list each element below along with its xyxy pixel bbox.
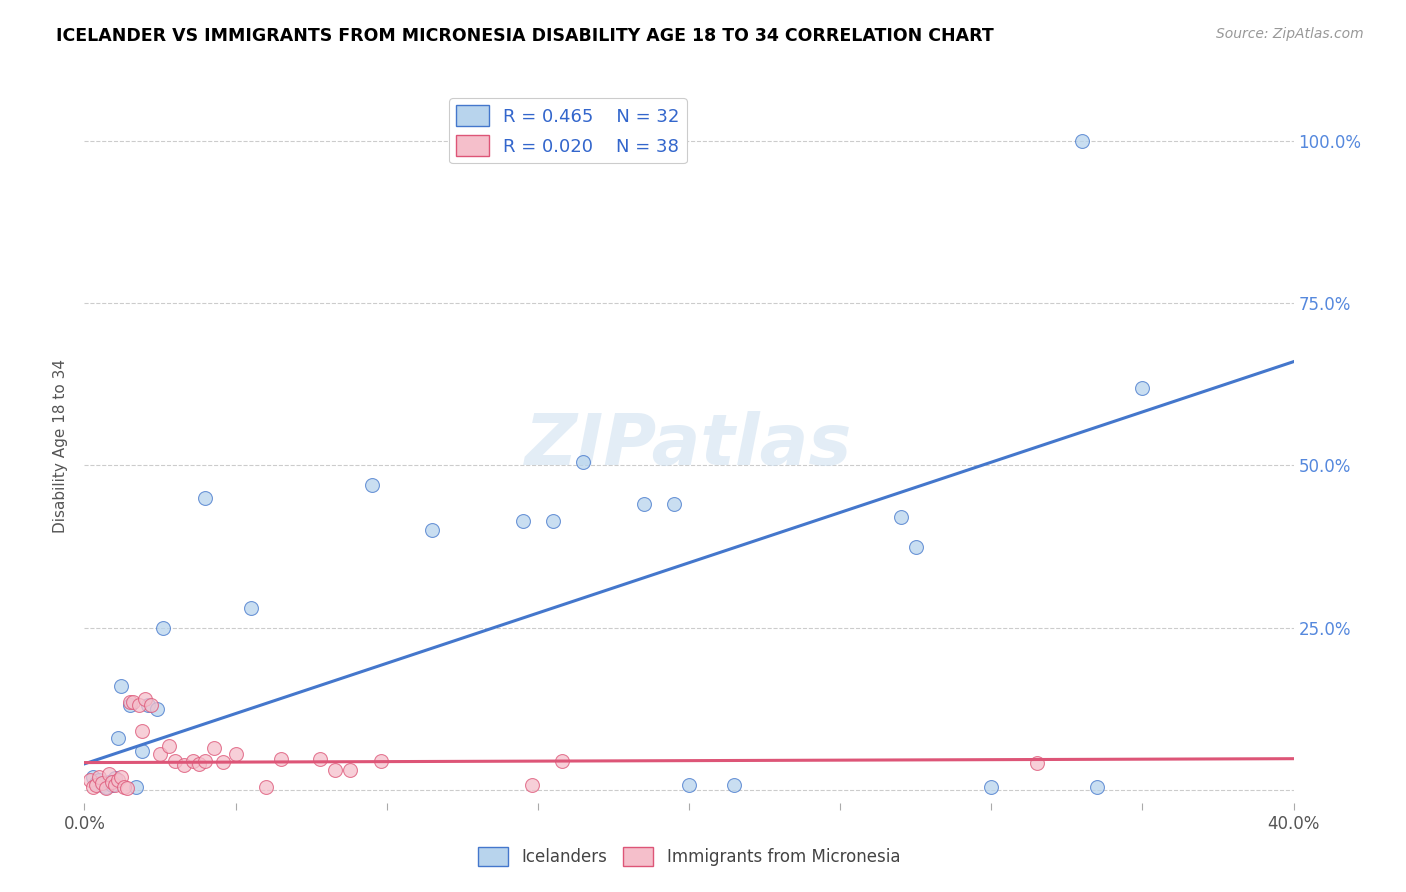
Point xyxy=(239,601,262,615)
Point xyxy=(94,780,117,795)
Point xyxy=(91,778,114,792)
Point xyxy=(104,778,127,792)
Point xyxy=(254,780,277,794)
Point xyxy=(890,510,912,524)
Point xyxy=(134,692,156,706)
Point xyxy=(131,724,153,739)
Point xyxy=(188,756,211,771)
Point xyxy=(146,702,169,716)
Point xyxy=(149,747,172,761)
Point xyxy=(152,621,174,635)
Point xyxy=(1085,780,1108,794)
Point xyxy=(633,497,655,511)
Point xyxy=(121,695,143,709)
Point xyxy=(125,780,148,794)
Point xyxy=(551,754,574,768)
Point xyxy=(115,780,138,795)
Point xyxy=(139,698,162,713)
Point xyxy=(118,698,141,713)
Point xyxy=(157,739,180,753)
Point xyxy=(100,778,122,792)
Point xyxy=(82,780,104,794)
Point xyxy=(1071,134,1094,148)
Point xyxy=(309,752,332,766)
Point xyxy=(323,764,346,778)
Text: Source: ZipAtlas.com: Source: ZipAtlas.com xyxy=(1216,27,1364,41)
Point xyxy=(112,780,135,794)
Point xyxy=(118,695,141,709)
Point xyxy=(1025,756,1047,770)
Point xyxy=(194,754,217,768)
Point xyxy=(360,478,382,492)
Point xyxy=(79,773,101,788)
Point xyxy=(110,679,132,693)
Point xyxy=(194,491,217,505)
Point xyxy=(136,698,159,713)
Point xyxy=(86,776,108,790)
Point xyxy=(82,770,104,784)
Point xyxy=(572,455,595,469)
Point xyxy=(339,764,361,778)
Point xyxy=(225,747,247,761)
Point xyxy=(107,731,129,745)
Point xyxy=(97,766,120,780)
Point xyxy=(89,773,111,788)
Point xyxy=(104,771,127,785)
Point xyxy=(91,776,114,790)
Point xyxy=(165,754,187,768)
Point xyxy=(86,778,108,792)
Point xyxy=(980,780,1002,794)
Text: ICELANDER VS IMMIGRANTS FROM MICRONESIA DISABILITY AGE 18 TO 34 CORRELATION CHAR: ICELANDER VS IMMIGRANTS FROM MICRONESIA … xyxy=(56,27,994,45)
Point xyxy=(131,744,153,758)
Point xyxy=(541,514,564,528)
Point xyxy=(723,778,745,792)
Point xyxy=(107,773,129,788)
Point xyxy=(212,755,235,769)
Point xyxy=(100,775,122,789)
Point xyxy=(370,754,392,768)
Point xyxy=(1130,381,1153,395)
Point xyxy=(662,497,685,511)
Point xyxy=(270,752,292,766)
Point xyxy=(678,778,700,792)
Point xyxy=(520,778,543,792)
Point xyxy=(94,780,117,794)
Point xyxy=(420,524,443,538)
Legend: Icelanders, Immigrants from Micronesia: Icelanders, Immigrants from Micronesia xyxy=(471,840,907,873)
Point xyxy=(202,740,225,755)
Point xyxy=(128,698,150,713)
Point xyxy=(173,758,195,772)
Point xyxy=(110,770,132,784)
Point xyxy=(89,770,111,784)
Y-axis label: Disability Age 18 to 34: Disability Age 18 to 34 xyxy=(53,359,69,533)
Point xyxy=(904,540,927,554)
Point xyxy=(512,514,534,528)
Point xyxy=(97,775,120,789)
Text: ZIPatlas: ZIPatlas xyxy=(526,411,852,481)
Point xyxy=(181,754,204,768)
